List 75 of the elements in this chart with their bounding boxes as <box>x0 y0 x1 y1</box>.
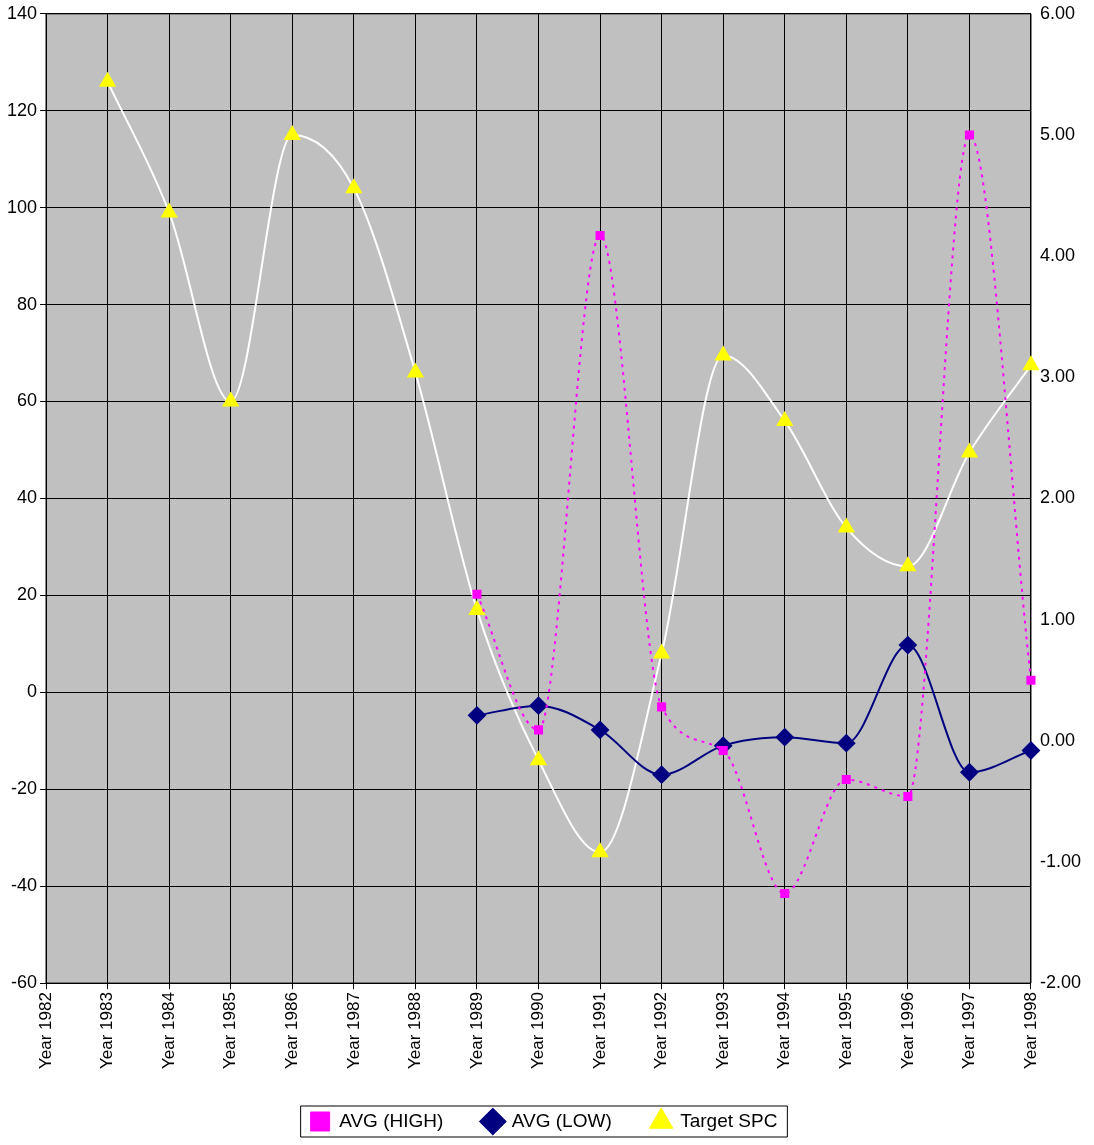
point <box>718 745 728 756</box>
point <box>964 130 974 140</box>
y2-tick-label: 3.00 <box>1039 366 1076 387</box>
point <box>652 765 671 784</box>
y-tick-label: -40 <box>11 875 38 896</box>
y2-tick-label: 1.00 <box>1039 608 1076 629</box>
x-tick-label: Year 1996 <box>897 992 917 1069</box>
x-tick-label: Year 1991 <box>589 992 609 1069</box>
y-tick-label: 100 <box>6 196 38 217</box>
legend-label: Target SPC <box>680 1109 778 1131</box>
point <box>657 702 667 712</box>
x-tick-label: Year 1994 <box>774 992 794 1069</box>
x-tick-label: Year 1997 <box>959 992 979 1069</box>
y-tick-label: 20 <box>17 584 38 605</box>
x-tick-label: Year 1984 <box>158 992 178 1069</box>
x-tick-label: Year 1989 <box>466 992 486 1069</box>
y-tick-label: 120 <box>6 99 38 120</box>
x-tick-label: Year 1982 <box>35 992 55 1069</box>
y-tick-label: 80 <box>17 293 38 314</box>
y-tick-label: -20 <box>11 778 38 799</box>
point <box>529 696 548 715</box>
y2-tick-label: -2.00 <box>1039 972 1081 993</box>
point <box>961 443 978 458</box>
x-tick-label: Year 1990 <box>528 992 548 1069</box>
x-tick-label: Year 1983 <box>97 992 117 1069</box>
point <box>653 644 670 659</box>
y-tick-label: 0 <box>27 681 38 702</box>
x-tick-label: Year 1988 <box>405 992 425 1069</box>
point <box>715 346 732 361</box>
y-tick-label: -60 <box>11 972 38 993</box>
legend-label: AVG (HIGH) <box>339 1109 444 1131</box>
point <box>1021 741 1040 760</box>
point <box>898 636 917 655</box>
legend-label: AVG (LOW) <box>511 1109 612 1131</box>
point <box>838 518 855 533</box>
x-tick-label: Year 1998 <box>1020 992 1040 1069</box>
point <box>780 888 790 898</box>
point <box>99 72 116 87</box>
point <box>284 125 301 140</box>
y-tick-label: 140 <box>6 2 38 23</box>
y2-tick-label: -1.00 <box>1039 850 1081 871</box>
point <box>530 751 547 766</box>
point <box>595 230 605 241</box>
y2-tick-label: 6.00 <box>1039 2 1076 23</box>
point <box>903 791 913 802</box>
point <box>837 734 856 753</box>
x-tick-label: Year 1992 <box>651 992 671 1069</box>
point <box>592 843 608 858</box>
point <box>407 363 424 378</box>
point <box>960 763 979 782</box>
point <box>467 706 486 725</box>
y2-tick-label: 0.00 <box>1039 729 1076 750</box>
x-tick-label: Year 1987 <box>343 992 363 1069</box>
point <box>161 203 178 218</box>
point <box>841 775 851 785</box>
y-tick-label: 60 <box>17 390 38 411</box>
x-tick-label: Year 1986 <box>281 992 301 1069</box>
point <box>222 392 239 407</box>
point <box>469 600 485 615</box>
point <box>775 728 794 747</box>
point <box>345 179 362 194</box>
point <box>1023 356 1039 371</box>
point <box>591 720 610 739</box>
y2-tick-label: 2.00 <box>1039 487 1076 508</box>
x-tick-label: Year 1995 <box>835 992 855 1069</box>
point <box>899 557 916 572</box>
y2-tick-label: 4.00 <box>1039 245 1076 266</box>
x-tick-label: Year 1985 <box>220 992 240 1069</box>
x-tick-label: Year 1993 <box>712 992 732 1069</box>
y-tick-label: 40 <box>17 487 38 508</box>
point <box>776 411 793 426</box>
y2-tick-label: 5.00 <box>1039 123 1076 144</box>
point <box>472 589 482 599</box>
point <box>533 725 544 735</box>
point <box>1026 675 1036 685</box>
